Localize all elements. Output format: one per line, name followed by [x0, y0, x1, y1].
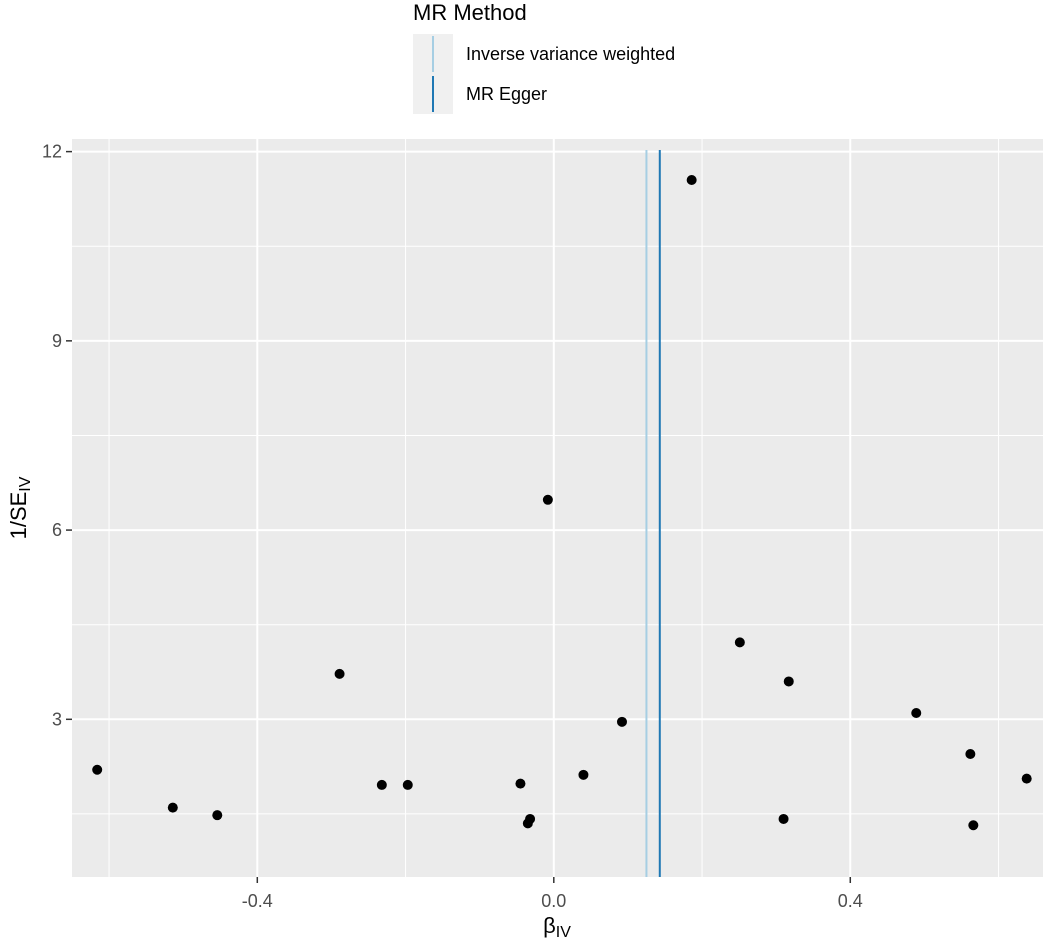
scatter-point	[965, 749, 976, 759]
plot-panel	[72, 139, 1043, 877]
x-tick-label: -0.4	[242, 891, 273, 911]
scatter-point	[525, 813, 536, 824]
y-axis-title: 1/SEIV	[6, 476, 34, 539]
minor-gridlines	[72, 139, 1043, 877]
y-axis-title-sub: IV	[17, 476, 34, 491]
x-tick-label: 0.0	[541, 891, 566, 911]
y-tick-label: 6	[52, 520, 62, 540]
method-lines	[645, 150, 661, 877]
data-points	[92, 175, 1032, 831]
x-axis-title-main: β	[543, 913, 556, 938]
scatter-point	[1021, 773, 1032, 784]
scatter-point	[212, 810, 223, 821]
legend-key	[413, 74, 453, 114]
scatter-point	[734, 637, 745, 648]
legend-label: Inverse variance weighted	[466, 44, 675, 64]
legend: MR Method Inverse variance weighted MR Eg…	[413, 0, 675, 114]
legend-label: MR Egger	[466, 84, 547, 104]
scatter-point	[783, 676, 794, 687]
scatter-point	[334, 668, 345, 679]
scatter-point	[778, 813, 789, 824]
scatter-point	[515, 778, 526, 789]
y-tick-label: 3	[52, 709, 62, 729]
major-gridlines	[72, 139, 1043, 877]
legend-key	[413, 34, 453, 74]
y-tick-label: 9	[52, 331, 62, 351]
scatter-point	[578, 769, 589, 780]
x-axis: -0.4 0.0 0.4	[242, 877, 863, 911]
y-tick-label: 12	[42, 142, 62, 162]
scatter-point	[686, 175, 697, 185]
scatter-point	[92, 764, 103, 775]
legend-title: MR Method	[413, 0, 527, 25]
scatter-point	[402, 779, 413, 790]
y-axis: 3 6 9 12	[42, 142, 72, 729]
x-axis-title-sub: IV	[556, 924, 571, 941]
scatter-point	[616, 716, 627, 727]
scatter-point	[542, 494, 553, 505]
scatter-point	[968, 820, 979, 831]
scatter-point	[911, 708, 922, 718]
scatter-point	[376, 779, 387, 790]
scatter-point	[167, 802, 178, 813]
x-tick-label: 0.4	[838, 891, 863, 911]
y-axis-title-main: 1/SE	[6, 492, 31, 540]
x-axis-title: βIV	[543, 913, 571, 941]
